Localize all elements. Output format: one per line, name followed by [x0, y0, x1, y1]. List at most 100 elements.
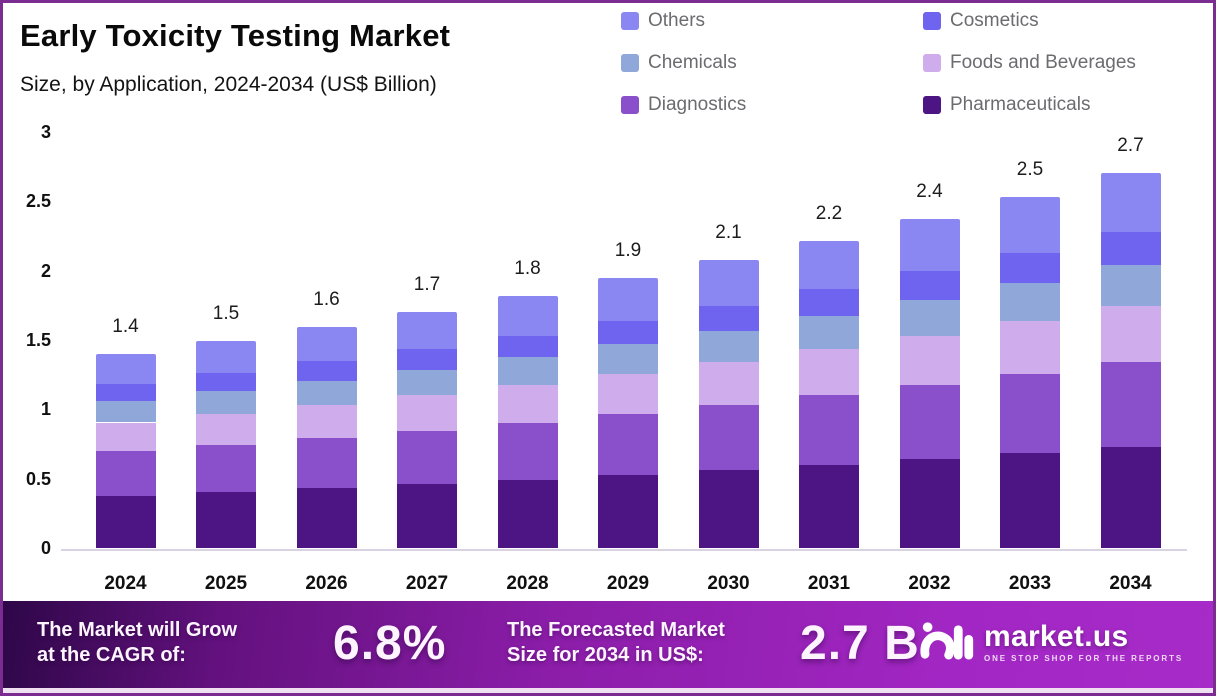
bar-segment-diagnostics	[95, 451, 156, 496]
chart-title: Early Toxicity Testing Market	[20, 18, 451, 53]
bar-segment-others	[799, 240, 859, 290]
legend-swatch-icon	[923, 12, 941, 30]
bar-total-label: 1.7	[413, 273, 441, 295]
y-tick-label: 1	[40, 399, 51, 420]
bar-segment-foods-and-beverages	[1000, 321, 1060, 374]
bar-segment-cosmetics	[196, 373, 256, 392]
bar-total-label: 1.5	[212, 302, 240, 324]
legend: Others Cosmetics Chemicals Foods and Bevera…	[621, 7, 1136, 119]
bar-total-label: 2.5	[1016, 159, 1044, 181]
bar-segment-chemicals	[296, 380, 357, 405]
bar-segment-chemicals	[799, 315, 859, 350]
bar-segment-others	[497, 295, 558, 336]
bar-segment-pharmaceuticals	[397, 484, 457, 548]
bar-segment-chemicals	[95, 401, 156, 423]
bar-total-label: 1.9	[614, 240, 642, 262]
bar-segment-foods-and-beverages	[497, 384, 558, 423]
bar-segment-others	[196, 340, 256, 374]
bar-total-label: 2.1	[715, 222, 742, 244]
legend-label: Chemicals	[648, 52, 737, 73]
bar-total-label: 1.4	[112, 315, 139, 337]
bar-segment-pharmaceuticals	[1100, 446, 1161, 548]
y-tick-label: 2	[40, 260, 51, 281]
bar-segment-others	[397, 311, 457, 349]
forecast-label-line1: The Forecasted Market	[507, 619, 725, 641]
footer-banner: The Market will Grow at the CAGR of: 6.8…	[3, 601, 1213, 688]
bar-segment-chemicals	[397, 369, 457, 396]
bar-segment-diagnostics	[799, 395, 859, 465]
forecast-label-line2: Size for 2034 in US$:	[507, 644, 704, 666]
bar-segment-cosmetics	[497, 335, 558, 358]
bar-segment-others	[95, 353, 156, 385]
legend-item-pharmaceuticals: Pharmaceuticals	[923, 91, 1136, 119]
bar-segment-pharmaceuticals	[698, 470, 759, 548]
legend-label: Diagnostics	[648, 94, 747, 115]
brand-text: market.us ONE STOP SHOP FOR THE REPORTS	[984, 621, 1184, 663]
forecast-value: 2.7 B	[800, 617, 920, 670]
bottom-strip	[3, 688, 1213, 693]
x-tick-label: 2029	[606, 573, 650, 594]
bar-segment-cosmetics	[698, 305, 759, 331]
bar-segment-pharmaceuticals	[296, 488, 357, 548]
legend-swatch-icon	[621, 54, 639, 72]
bar-segment-chemicals	[196, 391, 256, 415]
x-axis-line	[61, 549, 1187, 551]
legend-label: Pharmaceuticals	[950, 94, 1091, 115]
bar-segment-chemicals	[1100, 264, 1161, 306]
bar-segment-foods-and-beverages	[95, 422, 156, 452]
bar-segment-diagnostics	[1100, 361, 1161, 447]
legend-item-others: Others	[621, 7, 923, 35]
bar-total-label: 1.6	[313, 288, 340, 310]
bar-segment-foods-and-beverages	[196, 414, 256, 445]
bar-segment-diagnostics	[196, 444, 256, 492]
bar-segment-pharmaceuticals	[497, 479, 558, 548]
bar-segment-foods-and-beverages	[899, 335, 960, 385]
bar-segment-diagnostics	[497, 422, 558, 480]
bar-segment-pharmaceuticals	[196, 491, 256, 548]
bar-segment-pharmaceuticals	[799, 464, 859, 548]
bar-total-label: 2.4	[916, 181, 943, 203]
bar-segment-pharmaceuticals	[598, 475, 658, 548]
bar-segment-others	[296, 326, 357, 362]
bar-segment-cosmetics	[598, 320, 658, 345]
bar-segment-foods-and-beverages	[296, 404, 357, 438]
bar-segment-cosmetics	[397, 349, 457, 370]
cagr-label-line2: at the CAGR of:	[37, 644, 186, 666]
bar-segment-cosmetics	[899, 271, 960, 300]
y-tick-label: 3	[40, 121, 51, 142]
bar-total-label: 1.8	[514, 257, 541, 279]
x-tick-label: 2030	[707, 573, 750, 594]
legend-item-chemicals: Chemicals	[621, 49, 923, 77]
x-tick-label: 2025	[204, 573, 248, 594]
brand-tagline: ONE STOP SHOP FOR THE REPORTS	[984, 653, 1184, 663]
cagr-label-line1: The Market will Grow	[37, 619, 238, 641]
bar-segment-pharmaceuticals	[95, 495, 156, 548]
bar-segment-diagnostics	[598, 413, 658, 476]
y-tick-label: 1.5	[25, 329, 51, 350]
legend-label: Cosmetics	[950, 10, 1039, 31]
bar-segment-cosmetics	[799, 289, 859, 316]
bar-segment-foods-and-beverages	[698, 362, 759, 405]
legend-swatch-icon	[621, 96, 639, 114]
legend-swatch-icon	[923, 54, 941, 72]
bar-total-label: 2.2	[815, 202, 843, 224]
bar-segment-pharmaceuticals	[899, 459, 960, 548]
chart-plot: 0 0.5 1 1.5 2 2.5 3 1.4 2024 1.5 2025 1.6 2026 1.7 202…	[3, 3, 1213, 693]
bar-segment-diagnostics	[397, 430, 457, 485]
x-tick-label: 2031	[807, 573, 851, 594]
legend-label: Foods and Beverages	[950, 52, 1136, 73]
x-tick-label: 2028	[506, 573, 549, 594]
legend-item-foods-and-beverages: Foods and Beverages	[923, 49, 1136, 77]
bar-segment-foods-and-beverages	[1100, 305, 1161, 362]
bar-segment-others	[698, 260, 759, 306]
x-tick-label: 2033	[1008, 573, 1052, 594]
bar-total-label: 2.7	[1117, 135, 1144, 157]
x-tick-label: 2034	[1109, 573, 1152, 594]
x-tick-label: 2027	[405, 573, 449, 594]
y-tick-label: 2.5	[25, 191, 51, 212]
bar-segment-diagnostics	[296, 437, 357, 489]
brand-logo: market.us ONE STOP SHOP FOR THE REPORTS	[918, 617, 1183, 667]
chart-subtitle: Size, by Application, 2024-2034 (US$ Bil…	[20, 73, 437, 96]
bar-segment-foods-and-beverages	[598, 373, 658, 414]
